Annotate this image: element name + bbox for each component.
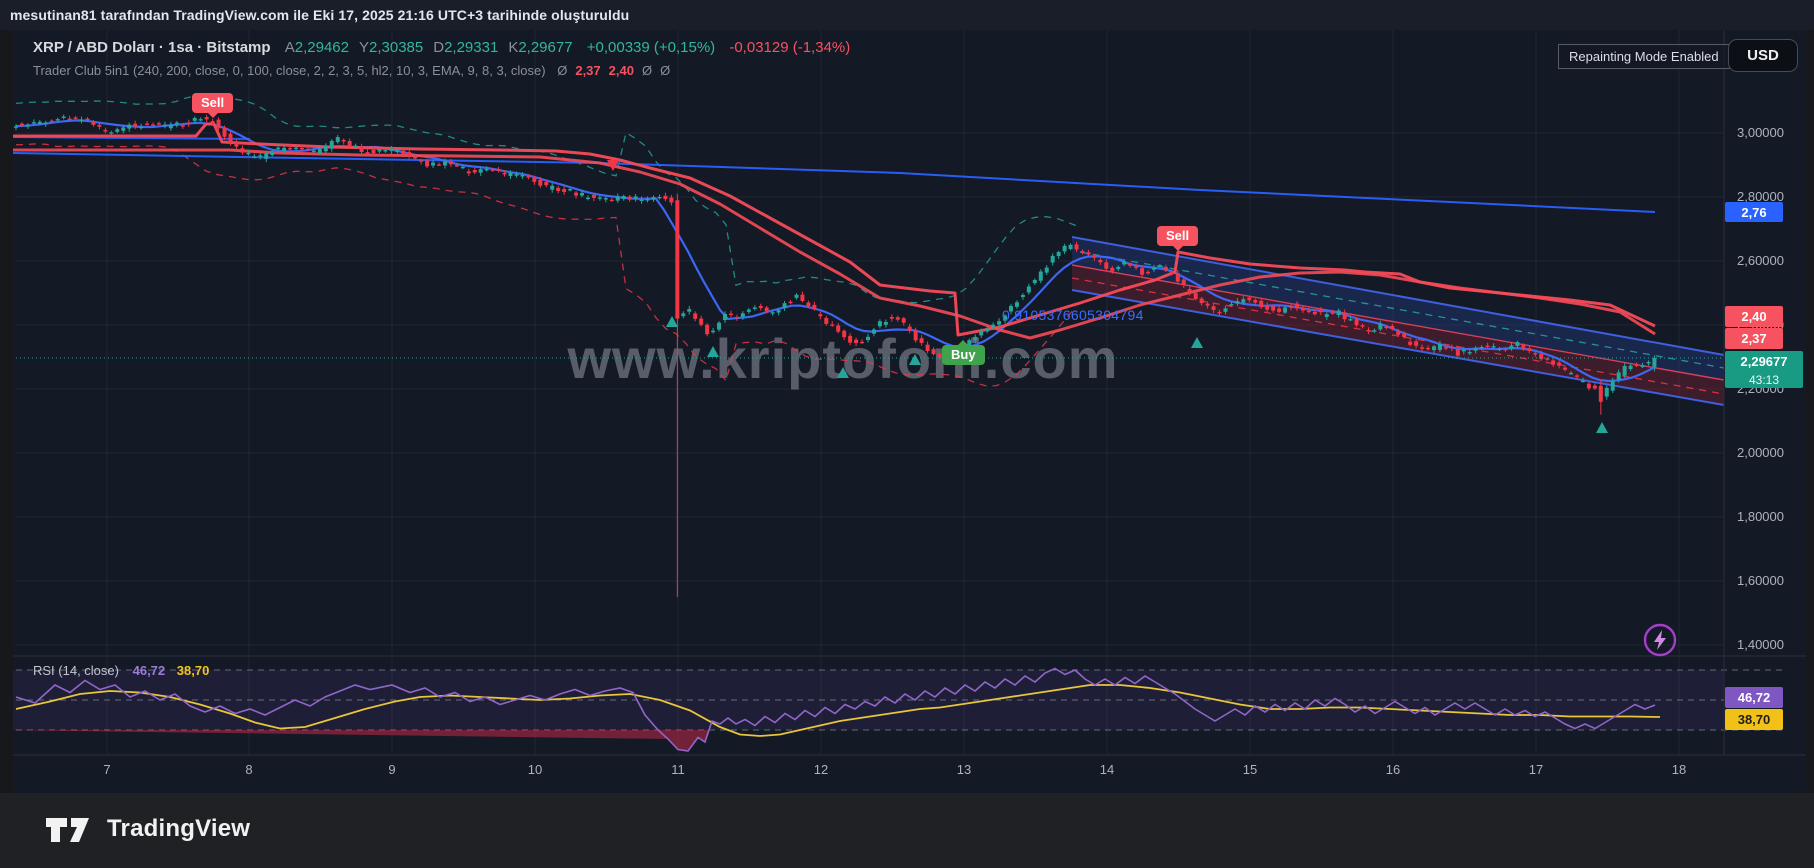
time-tick-label: 9 xyxy=(388,762,396,777)
time-tick-label: 8 xyxy=(245,762,253,777)
ohlc-key: Y xyxy=(358,39,369,56)
currency-toggle-button[interactable]: USD xyxy=(1728,39,1798,72)
time-tick-label: 10 xyxy=(527,762,543,777)
symbol-title[interactable]: XRP / ABD Doları · 1sa · Bitstamp xyxy=(33,39,271,56)
buy-signal-label: Buy xyxy=(942,340,985,365)
ohlc-value: 2,29677 xyxy=(518,39,573,56)
rsi-ma-line xyxy=(15,684,1661,737)
ohlc-key: A xyxy=(284,39,295,56)
time-tick-label: 13 xyxy=(956,762,972,777)
last-price-label: 2,29677 43:13 xyxy=(1725,350,1803,388)
indicator-value: Ø xyxy=(660,63,671,78)
indicator-value: Ø xyxy=(557,63,568,78)
time-tick-label: 17 xyxy=(1528,762,1544,777)
price-label-2-76: 2,76 xyxy=(1725,202,1783,222)
time-tick-label: 12 xyxy=(813,762,829,777)
indicator-legend: Trader Club 5in1 (240, 200, close, 0, 10… xyxy=(33,63,670,78)
time-tick-label: 14 xyxy=(1099,762,1115,777)
rsi-ma-label: 38,70 xyxy=(1725,708,1783,730)
rsi-legend: RSI (14, close) 46,72 38,70 xyxy=(33,663,209,678)
tradingview-mark-icon xyxy=(46,818,89,842)
indicator-title[interactable]: Trader Club 5in1 (240, 200, close, 0, 10… xyxy=(33,63,546,78)
ohlc-value: 2,30385 xyxy=(369,39,424,56)
time-tick-label: 15 xyxy=(1242,762,1258,777)
attribution-text: mesutinan81 tarafından TradingView.com i… xyxy=(10,7,630,23)
supertrend-line xyxy=(13,122,1656,337)
rsi-pane xyxy=(13,667,1784,752)
rsi-value-label: 46,72 xyxy=(1725,686,1783,708)
indicator-annotation: 0.9105376605304794 xyxy=(1002,307,1144,323)
indicator-value: 2,40 xyxy=(608,63,634,78)
rsi-ma-value: 38,70 xyxy=(176,663,210,678)
lightning-icon[interactable] xyxy=(1642,622,1678,658)
rsi-line xyxy=(15,667,1656,752)
ohlc-value: 2,29331 xyxy=(444,39,499,56)
slow-ma-line xyxy=(13,152,1656,213)
price-chart[interactable] xyxy=(13,30,1806,793)
tradingview-logo[interactable]: TradingView xyxy=(43,811,250,847)
ohlc-key: D xyxy=(433,39,445,56)
price-tick-label: 1,40000 xyxy=(1737,637,1784,652)
indicator-values: Ø 2,37 2,40 Ø Ø xyxy=(549,63,670,78)
footer-bar: TradingView xyxy=(0,793,1814,868)
price-tick-label: 2,80000 xyxy=(1737,189,1784,204)
pointer-icon xyxy=(1172,246,1183,251)
chart-panel[interactable]: www.kriptofoni.com XRP / ABD Doları · 1s… xyxy=(13,30,1806,793)
symbol-legend: XRP / ABD Doları · 1sa · Bitstamp A2,294… xyxy=(33,39,850,56)
ohlc-values: A2,29462 Y2,30385 D2,29331 K2,29677 xyxy=(275,39,573,56)
price-tick-label: 1,60000 xyxy=(1737,573,1784,588)
rsi-value: 46,72 xyxy=(132,663,166,678)
fast-ma-line xyxy=(15,119,1657,383)
indicator-value: Ø xyxy=(641,63,653,78)
ohlc-value: 2,29462 xyxy=(294,39,349,56)
pointer-icon xyxy=(958,340,969,345)
price-tick-label: 3,00000 xyxy=(1737,125,1784,140)
time-tick-label: 11 xyxy=(671,762,685,777)
price-label-2-37: 2,37 xyxy=(1725,327,1783,349)
time-tick-label: 16 xyxy=(1385,762,1401,777)
time-tick-label: 7 xyxy=(103,762,111,777)
ohlc-key: K xyxy=(508,39,519,56)
change-down: -0,03129 (-1,34%) xyxy=(729,39,851,56)
attribution-bar: mesutinan81 tarafından TradingView.com i… xyxy=(0,0,1814,30)
price-label-2-40: 2,40 xyxy=(1725,305,1783,327)
signal-markers xyxy=(607,160,1608,433)
rsi-title[interactable]: RSI (14, close) xyxy=(33,663,119,678)
price-tick-label: 2,60000 xyxy=(1737,253,1784,268)
sell-signal-label: Sell xyxy=(192,93,234,118)
repainting-mode-button[interactable]: Repainting Mode Enabled xyxy=(1558,44,1730,69)
candles-layer xyxy=(14,114,1657,597)
price-tick-label: 1,80000 xyxy=(1737,509,1784,524)
indicator-value: 2,37 xyxy=(575,63,601,78)
price-tick-label: 2,00000 xyxy=(1737,445,1784,460)
pointer-icon xyxy=(207,113,218,118)
tradingview-brand: TradingView xyxy=(107,815,251,842)
gridlines xyxy=(16,30,1724,755)
time-tick-label: 18 xyxy=(1671,762,1687,777)
sell-signal-label: Sell xyxy=(1157,226,1199,251)
change-up: +0,00339 (+0,15%) xyxy=(586,39,716,56)
